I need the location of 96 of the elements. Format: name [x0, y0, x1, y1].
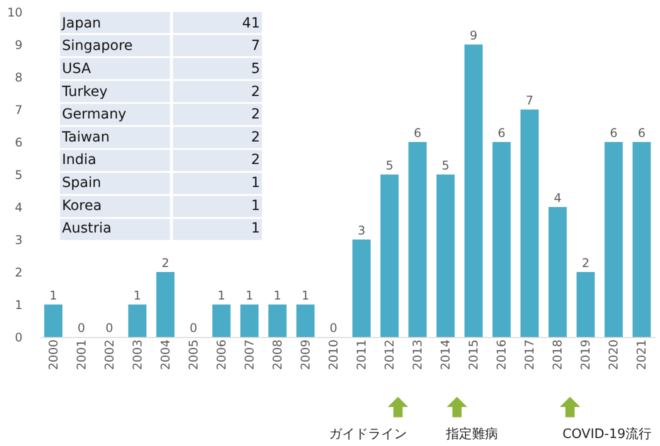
- data-label: 5: [442, 158, 450, 172]
- bar: [632, 142, 651, 337]
- data-label: 0: [106, 321, 114, 335]
- category-label: Austria: [62, 220, 112, 237]
- x-tick-label: 2016: [494, 340, 509, 370]
- data-label: 2: [251, 152, 260, 168]
- y-tick-label: 2: [14, 266, 22, 280]
- data-label: 0: [78, 321, 86, 335]
- bar: [492, 142, 511, 337]
- bar: [212, 304, 231, 337]
- bar: [352, 240, 371, 337]
- text: ガイドライン: [329, 427, 407, 442]
- x-tick-label: 2021: [634, 340, 649, 370]
- data-label: 0: [330, 321, 338, 335]
- data-label: 1: [274, 288, 282, 302]
- data-label: 7: [251, 38, 260, 54]
- x-tick-label: 2011: [354, 340, 369, 370]
- data-label: 1: [134, 288, 142, 302]
- y-tick-label: 1: [14, 298, 22, 312]
- category-label: Spain: [62, 175, 102, 191]
- x-tick-label: 2001: [74, 340, 88, 370]
- bar: [128, 304, 146, 337]
- bar: [464, 44, 483, 337]
- data-label: 5: [386, 158, 394, 172]
- bar: [44, 304, 62, 337]
- data-label: 6: [414, 126, 422, 140]
- category-label: Singapore: [62, 38, 133, 54]
- data-label: 1: [218, 288, 226, 302]
- x-tick-label: 2013: [410, 340, 425, 370]
- y-tick-label: 5: [14, 168, 22, 182]
- x-tick-label: 2018: [550, 340, 565, 370]
- category-label: Korea: [62, 198, 102, 214]
- bar: [576, 272, 595, 337]
- data-label: 1: [49, 288, 58, 302]
- data-label: 9: [470, 28, 478, 42]
- x-tick-label: 2005: [186, 340, 200, 370]
- data-label: 6: [498, 126, 506, 140]
- data-label: 7: [526, 94, 534, 108]
- x-tick-label: 2012: [382, 340, 397, 370]
- x-tick-label: 2017: [522, 340, 537, 370]
- x-tick-label: 2007: [242, 340, 256, 370]
- data-label: 1: [302, 288, 310, 302]
- y-tick-label: 4: [14, 200, 22, 214]
- x-tick-label: 2003: [130, 340, 144, 370]
- bar: [268, 304, 287, 337]
- data-label: 2: [251, 84, 260, 100]
- bar: [520, 110, 539, 337]
- data-label: 2: [251, 129, 260, 146]
- bar: [296, 304, 315, 337]
- data-label: 0: [190, 321, 198, 335]
- y-tick-label: 3: [14, 233, 22, 247]
- data-label: 1: [246, 288, 254, 302]
- x-tick-label: 2020: [606, 340, 621, 370]
- bar: [156, 272, 174, 337]
- category-label: Japan: [61, 15, 102, 32]
- data-label: 41: [242, 15, 260, 32]
- bar: [436, 174, 455, 337]
- y-tick-label: 10: [7, 6, 22, 20]
- bar: [604, 142, 623, 337]
- data-label: 2: [251, 106, 260, 123]
- y-tick-label: 6: [14, 136, 22, 150]
- data-label: 1: [251, 220, 260, 237]
- x-tick-label: 2004: [158, 340, 172, 370]
- x-tick-label: 2010: [326, 340, 340, 370]
- data-label: 4: [554, 191, 562, 205]
- x-tick-label: 2008: [270, 340, 284, 370]
- data-label: 1: [251, 198, 260, 214]
- text: COVID-19流行: [562, 426, 652, 442]
- category-label: India: [62, 152, 96, 168]
- y-tick-label: 8: [14, 70, 22, 84]
- x-tick-label: 2000: [46, 340, 60, 370]
- data-label: 3: [358, 224, 366, 238]
- y-tick-label: 9: [14, 38, 22, 52]
- category-label: USA: [62, 61, 92, 77]
- data-label: 1: [251, 175, 260, 191]
- data-label: 2: [162, 256, 170, 270]
- x-tick-label: 2002: [102, 340, 116, 370]
- x-tick-label: 2009: [298, 340, 312, 370]
- y-tick-label: 0: [14, 330, 22, 344]
- x-tick-label: 2014: [438, 340, 453, 370]
- data-label: 6: [638, 126, 646, 140]
- x-tick-label: 2019: [578, 340, 593, 370]
- text: 指定難病: [445, 427, 498, 442]
- data-label: 6: [610, 126, 618, 140]
- x-tick-label: 2006: [214, 340, 228, 370]
- bar: [408, 142, 427, 337]
- bar: [548, 207, 567, 337]
- data-label: 5: [251, 61, 260, 77]
- category-label: Turkey: [61, 84, 108, 100]
- category-label: Germany: [62, 106, 126, 123]
- y-tick-label: 7: [14, 103, 22, 117]
- category-label: Taiwan: [61, 129, 110, 146]
- bar: [240, 304, 259, 337]
- bar: [380, 174, 399, 337]
- x-tick-label: 2015: [466, 340, 481, 370]
- data-label: 2: [582, 256, 590, 270]
